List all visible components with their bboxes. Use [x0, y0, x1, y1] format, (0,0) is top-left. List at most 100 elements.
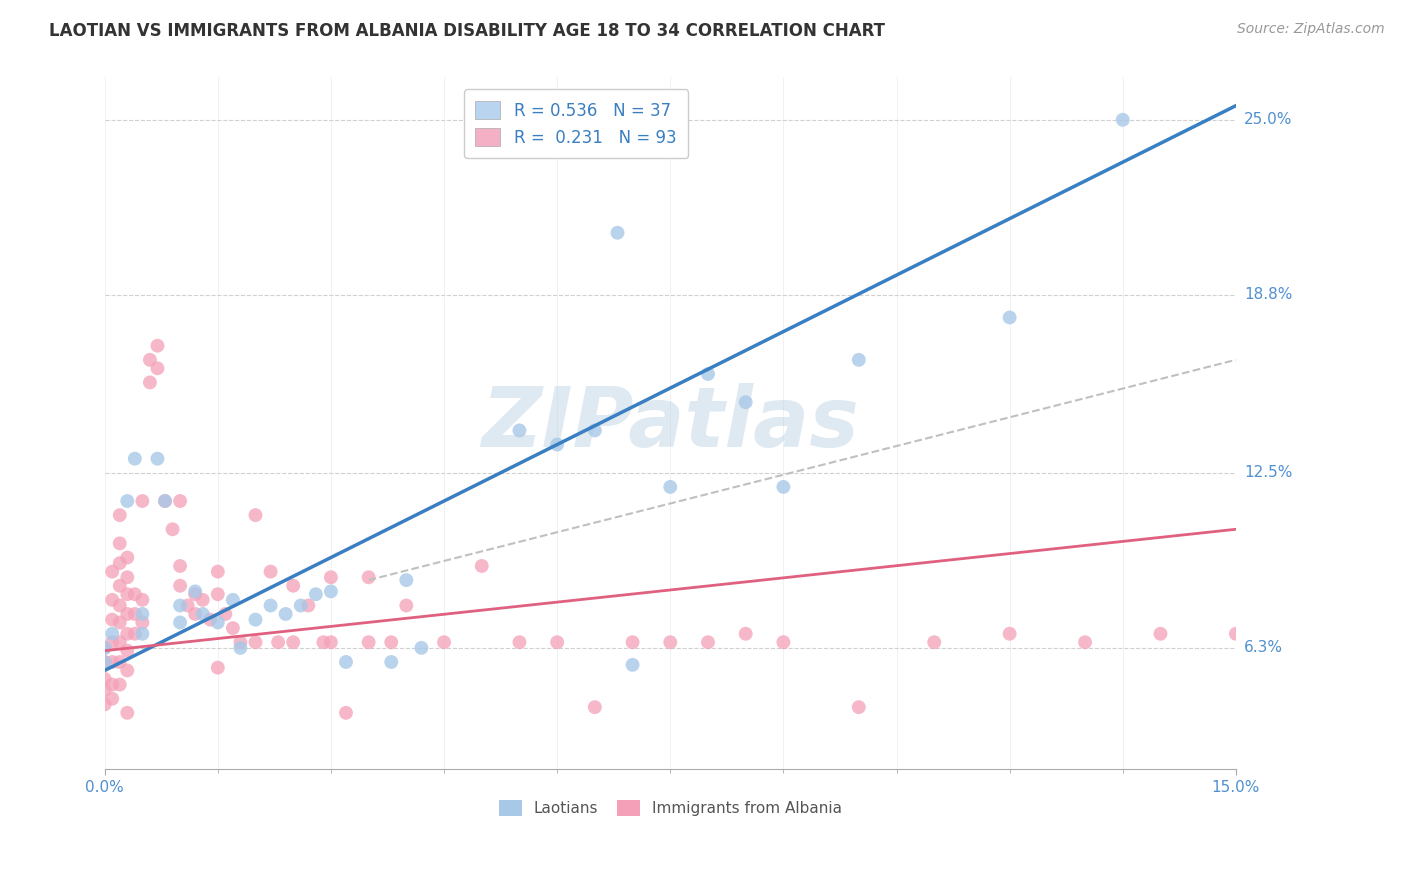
Point [169, 579, 191, 593]
Point [191, 592, 214, 607]
Point [162, 522, 184, 536]
Point [131, 592, 153, 607]
Point [222, 592, 245, 607]
Text: 18.8%: 18.8% [1244, 287, 1292, 302]
Point [117, 643, 139, 657]
Point [283, 579, 305, 593]
Point [772, 635, 794, 649]
Point [471, 559, 494, 574]
Point [395, 599, 418, 613]
Point [153, 494, 176, 508]
Point [101, 691, 124, 706]
Point [380, 635, 402, 649]
Point [169, 559, 191, 574]
Point [357, 635, 380, 649]
Point [583, 424, 606, 438]
Point [117, 706, 139, 720]
Point [93, 672, 115, 686]
Point [659, 635, 682, 649]
Point [659, 480, 682, 494]
Point [146, 339, 169, 353]
Point [998, 626, 1021, 640]
Legend: Laotians, Immigrants from Albania: Laotians, Immigrants from Albania [491, 793, 849, 824]
Point [297, 599, 319, 613]
Point [108, 599, 131, 613]
Point [93, 655, 115, 669]
Point [245, 635, 267, 649]
Point [207, 660, 229, 674]
Point [395, 573, 418, 587]
Point [131, 615, 153, 630]
Point [108, 536, 131, 550]
Point [131, 607, 153, 621]
Text: Source: ZipAtlas.com: Source: ZipAtlas.com [1237, 22, 1385, 37]
Point [222, 621, 245, 635]
Point [621, 657, 644, 672]
Point [93, 655, 115, 669]
Point [93, 698, 115, 712]
Point [319, 584, 342, 599]
Point [139, 376, 162, 390]
Point [176, 599, 198, 613]
Point [101, 677, 124, 691]
Point [108, 579, 131, 593]
Point [734, 395, 756, 409]
Point [283, 635, 305, 649]
Point [117, 494, 139, 508]
Point [312, 635, 335, 649]
Point [101, 655, 124, 669]
Point [848, 352, 870, 367]
Point [101, 565, 124, 579]
Point [1225, 626, 1247, 640]
Point [101, 592, 124, 607]
Point [214, 607, 236, 621]
Point [93, 683, 115, 698]
Point [153, 494, 176, 508]
Point [117, 626, 139, 640]
Point [108, 615, 131, 630]
Point [274, 607, 297, 621]
Point [546, 635, 568, 649]
Point [184, 607, 207, 621]
Point [108, 677, 131, 691]
Point [117, 607, 139, 621]
Point [259, 599, 281, 613]
Point [583, 700, 606, 714]
Point [93, 640, 115, 655]
Point [169, 599, 191, 613]
Point [697, 635, 720, 649]
Point [697, 367, 720, 381]
Point [245, 508, 267, 523]
Point [207, 587, 229, 601]
Point [184, 584, 207, 599]
Text: 6.3%: 6.3% [1244, 640, 1284, 656]
Point [93, 640, 115, 655]
Point [433, 635, 456, 649]
Point [606, 226, 628, 240]
Point [191, 607, 214, 621]
Point [229, 635, 252, 649]
Point [108, 508, 131, 523]
Point [108, 655, 131, 669]
Point [124, 626, 146, 640]
Point [335, 655, 357, 669]
Point [305, 587, 328, 601]
Text: ZIPatlas: ZIPatlas [481, 383, 859, 464]
Point [169, 494, 191, 508]
Point [335, 706, 357, 720]
Point [1112, 112, 1135, 127]
Point [117, 550, 139, 565]
Point [207, 615, 229, 630]
Point [108, 556, 131, 570]
Point [124, 607, 146, 621]
Point [169, 615, 191, 630]
Point [411, 640, 433, 655]
Point [508, 424, 530, 438]
Point [139, 352, 162, 367]
Point [1149, 626, 1171, 640]
Point [124, 587, 146, 601]
Point [380, 655, 402, 669]
Point [734, 626, 756, 640]
Point [508, 635, 530, 649]
Point [117, 570, 139, 584]
